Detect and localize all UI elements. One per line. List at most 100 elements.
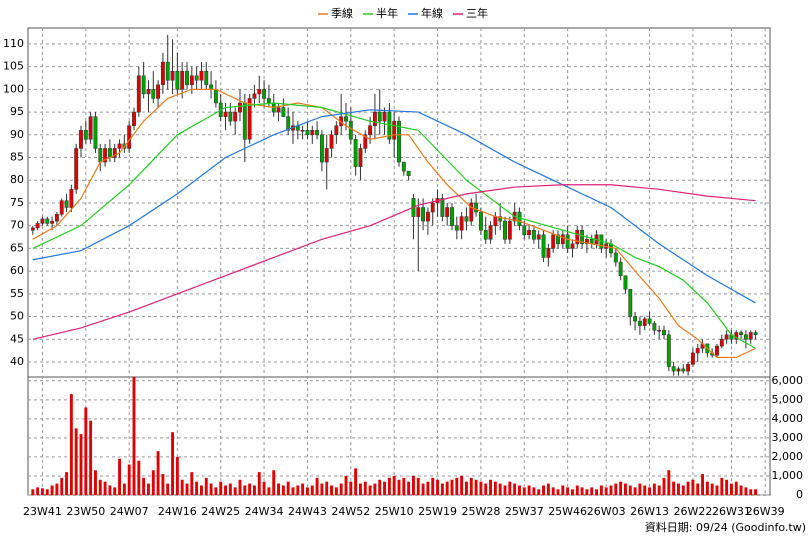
volume-bar [691,479,695,495]
volume-bar [248,483,252,495]
y-tick-label: 75 [10,196,24,209]
candle-body [498,216,503,222]
volume-bar [301,483,305,495]
legend-label: 三年 [466,6,488,20]
volume-bar [65,472,68,495]
volume-bar [460,475,464,495]
candle-body [45,218,50,224]
candle-body [88,116,93,140]
volume-bar [142,477,146,495]
volume-bar [113,487,117,495]
candle-body [527,229,532,236]
candle-body [199,70,204,81]
legend-label: 年線 [421,6,443,20]
candle-body [459,216,464,231]
volume-bar [79,434,83,495]
ma-line [32,102,756,349]
volume-bar [518,485,521,495]
volume-bar [45,489,49,495]
volume-bar [672,481,676,495]
x-tick-label: 24W34 [245,505,284,518]
y-tick-label: 45 [10,332,24,345]
volume-bar [556,489,560,495]
x-tick-label: 23W50 [66,505,105,518]
volume-bar [537,489,541,495]
candle-body [69,189,74,208]
volume-bar [253,485,256,495]
volume-bar [749,489,753,495]
y2-tick-label: 5,000 [772,393,804,406]
volume-bar [108,485,112,495]
volume-bar [604,487,608,495]
candle-body [324,148,329,163]
volume-bar [243,485,247,495]
y-tick-label: 110 [3,37,24,50]
x-tick-label: 25W19 [418,505,457,518]
x-tick-label: 24W16 [158,505,197,518]
candle-body [522,225,527,236]
candle-body [127,125,132,149]
candle-body [416,207,421,217]
candle-body [358,148,363,167]
candle-body [151,89,156,99]
candle-body [247,98,252,140]
volume-bar [171,432,174,495]
x-tick-label: 24W07 [110,505,149,518]
candle-body [363,134,368,149]
candle-body [613,252,618,263]
candle-body [228,111,233,122]
candle-body [252,93,257,99]
volume-bar [31,489,35,495]
volume-bar [363,481,367,495]
candle-body [536,234,541,240]
candle-body [503,220,507,240]
volume-bar [339,483,343,495]
volume-bar [412,475,415,495]
volume-bar [262,481,266,495]
volume-bar [291,487,295,495]
volume-bar [720,477,724,495]
candle-body [368,125,373,136]
volume-bar [479,481,483,495]
volume-bar [734,481,738,495]
volume-bar [296,485,300,495]
volume-bar [566,487,570,495]
candle-body [50,220,55,224]
x-tick-label: 24W43 [288,505,327,518]
candle-body [281,107,286,117]
volume-bar [219,481,223,495]
candle-body [633,316,638,322]
volume-bar [465,481,468,495]
candle-body [54,214,59,222]
candle-body [618,261,623,276]
candle-body [421,207,426,222]
volume-bar [725,479,729,495]
volume-bar [426,481,430,495]
volume-bar [503,485,507,495]
volume-bar [397,479,401,495]
candle-body [676,368,681,372]
y2-tick-label: 6,000 [772,374,804,387]
candle-body [440,198,445,217]
volume-bar [320,483,324,495]
candle-body [469,202,474,222]
volume-bar [450,479,454,495]
candle-body [242,102,247,140]
volume-bar [662,477,666,495]
y-tick-label: 50 [10,310,24,323]
candle-body [276,107,281,113]
y-tick-label: 105 [3,60,24,73]
volume-bar [224,485,227,495]
volume-bar [474,479,478,495]
x-tick-label: 24W25 [201,505,240,518]
volume-bar [585,489,589,495]
volume-bar [609,485,613,495]
x-tick-label: 26W31 [712,505,751,518]
volume-bar [368,485,372,495]
volume-bar [103,481,107,495]
volume-bar [715,485,719,495]
y-tick-label: 100 [3,82,24,95]
volume-bar [599,485,603,495]
volume-bar [701,474,704,495]
